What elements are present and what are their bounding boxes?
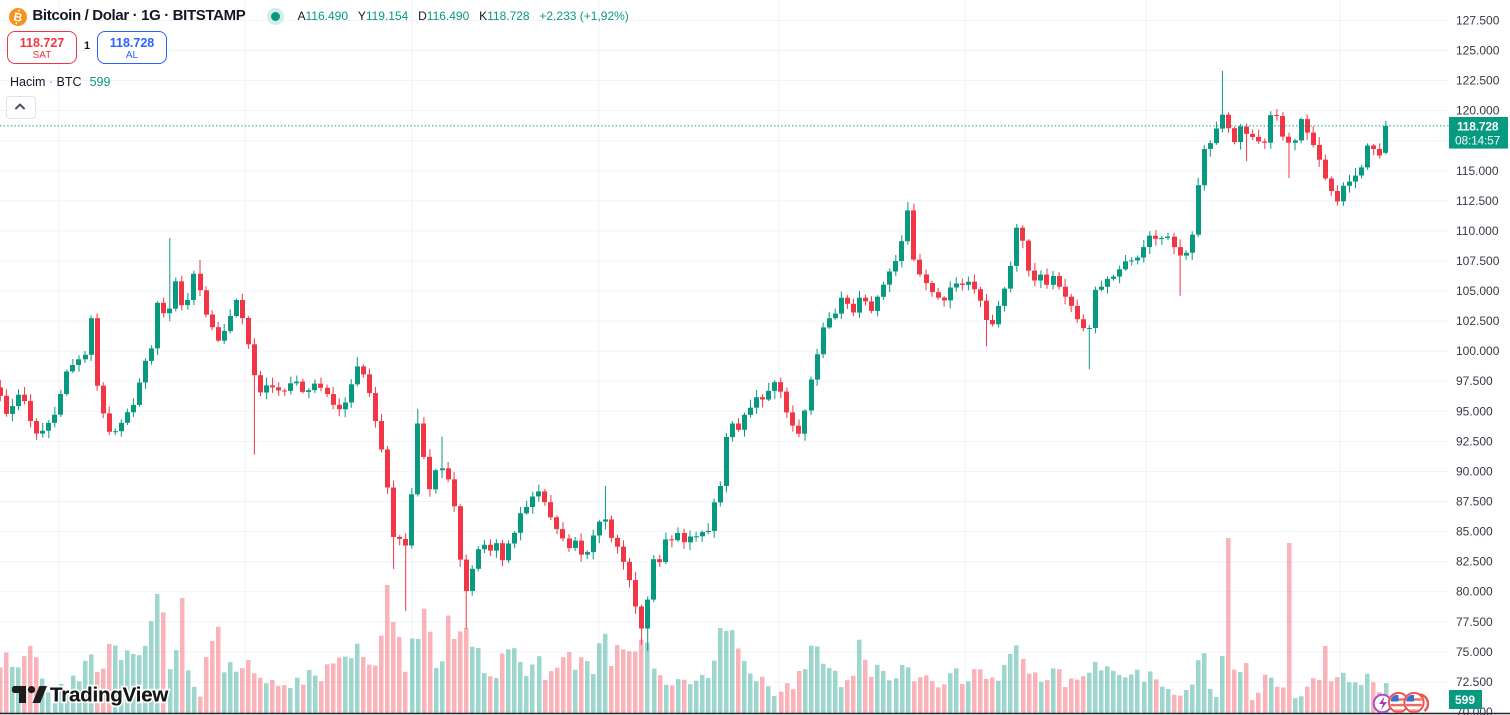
- svg-text:125.000: 125.000: [1456, 44, 1500, 58]
- svg-text:118.728: 118.728: [1457, 120, 1499, 134]
- svg-text:B: B: [12, 9, 24, 25]
- svg-text:127.500: 127.500: [1456, 13, 1500, 27]
- svg-text:90.000: 90.000: [1456, 464, 1493, 478]
- svg-text:72.500: 72.500: [1456, 675, 1493, 689]
- svg-text:97.500: 97.500: [1456, 374, 1493, 388]
- svg-text:75.000: 75.000: [1456, 645, 1493, 659]
- svg-text:82.500: 82.500: [1456, 555, 1493, 569]
- svg-text:110.000: 110.000: [1456, 224, 1499, 238]
- svg-text:92.500: 92.500: [1456, 434, 1493, 448]
- svg-text:100.000: 100.000: [1456, 344, 1500, 358]
- svg-text:TradingView: TradingView: [50, 684, 168, 707]
- svg-text:115.000: 115.000: [1456, 164, 1499, 178]
- svg-text:105.000: 105.000: [1456, 284, 1500, 298]
- svg-text:85.000: 85.000: [1456, 525, 1493, 539]
- svg-text:TradingView: TradingView: [50, 684, 168, 707]
- svg-text:80.000: 80.000: [1456, 585, 1493, 599]
- svg-text:70.000: 70.000: [1456, 705, 1493, 715]
- svg-text:107.500: 107.500: [1456, 254, 1500, 268]
- svg-text:112.500: 112.500: [1456, 194, 1499, 208]
- svg-text:599: 599: [1455, 693, 1475, 707]
- svg-text:95.000: 95.000: [1456, 404, 1493, 418]
- svg-text:77.500: 77.500: [1456, 615, 1493, 629]
- svg-text:87.500: 87.500: [1456, 495, 1493, 509]
- svg-text:08:14:57: 08:14:57: [1455, 134, 1501, 148]
- svg-text:102.500: 102.500: [1456, 314, 1500, 328]
- svg-text:120.000: 120.000: [1456, 104, 1500, 118]
- svg-text:122.500: 122.500: [1456, 74, 1500, 88]
